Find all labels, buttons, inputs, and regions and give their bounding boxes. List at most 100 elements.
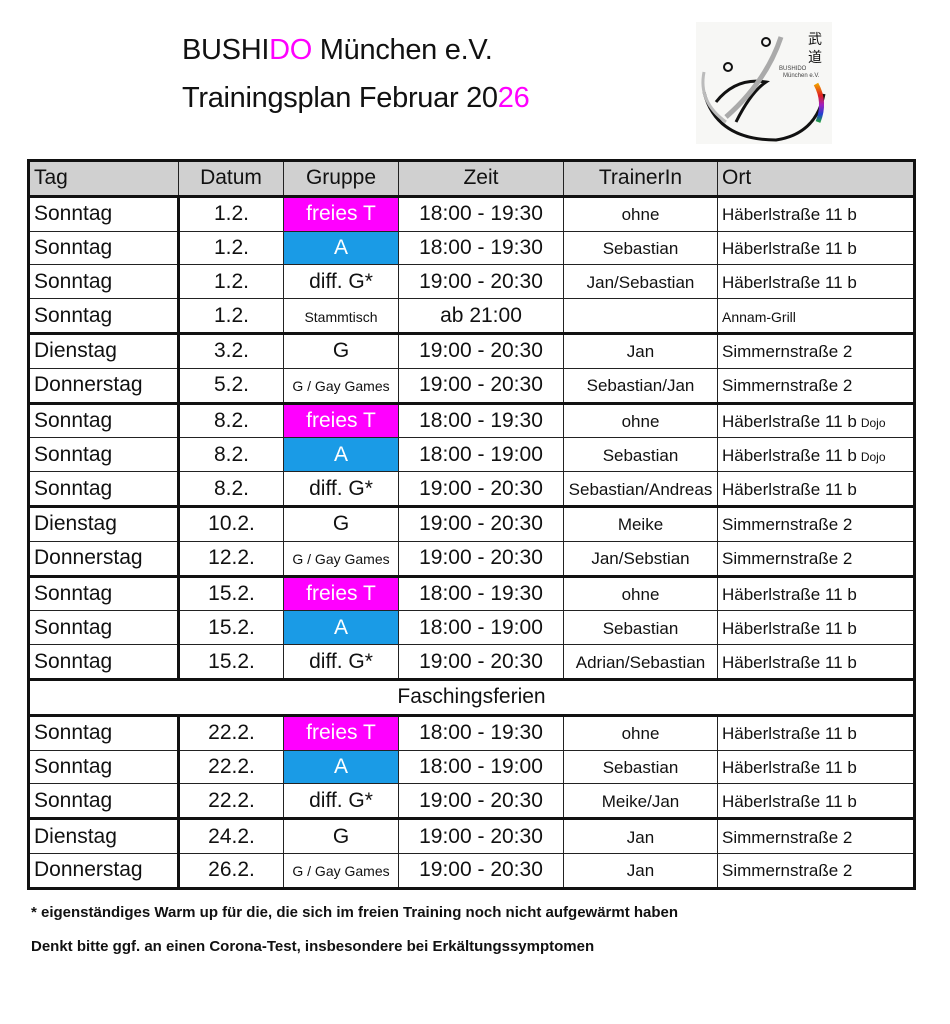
cell-trainer: Sebastian: [563, 437, 718, 473]
table-row: Sonntag 15.2. diff. G* 19:00 - 20:30 Adrian/…: [28, 644, 915, 680]
cell-date: 12.2.: [178, 540, 284, 577]
cell-time: 19:00 - 20:30: [398, 852, 564, 889]
cell-date: 1.2.: [178, 195, 284, 232]
location-text: Häberlstraße 11 b: [722, 652, 857, 672]
cell-group: freies T: [283, 195, 399, 232]
cell-trainer: Adrian/Sebastian: [563, 644, 718, 680]
cell-group: G: [283, 331, 399, 369]
cell-trainer: Meike/Jan: [563, 783, 718, 820]
day-text: Sonntag: [34, 202, 113, 226]
cell-time: 19:00 - 20:30: [398, 540, 564, 577]
cell-location: Häberlstraße 11 b Dojo: [717, 437, 915, 473]
cell-location: Häberlstraße 11 b: [717, 471, 915, 507]
cell-time: 18:00 - 19:30: [398, 401, 564, 439]
cell-location: Simmernstraße 2: [717, 817, 915, 854]
training-schedule-table: Tag Datum Gruppe Zeit TrainerIn Ort Sonntag 1.…: [27, 159, 916, 890]
cell-time: ab 21:00: [398, 298, 564, 334]
table-row: Donnerstag 12.2. G / Gay Games 19:00 - 20:3…: [28, 540, 915, 577]
location-text: Häberlstraße 11 b: [722, 757, 857, 777]
day-text: Sonntag: [34, 788, 113, 812]
cell-group: A: [283, 749, 399, 785]
trainer-text: Adrian/Sebastian: [575, 652, 706, 672]
cell-location: Häberlstraße 11 b: [717, 713, 915, 751]
plan-title: Trainingsplan Februar 2026: [182, 82, 530, 114]
cell-trainer: [563, 298, 718, 334]
time-text: 19:00 - 20:30: [419, 858, 543, 882]
cell-trainer: Sebastian: [563, 749, 718, 785]
cell-day: Sonntag: [28, 713, 180, 751]
cell-trainer: ohne: [563, 401, 718, 439]
group-text: A: [333, 235, 348, 259]
cell-day: Dienstag: [28, 504, 180, 542]
trainer-text: ohne: [621, 411, 660, 431]
group-text: freies T: [306, 581, 376, 605]
cell-time: 18:00 - 19:00: [398, 749, 564, 785]
cell-time: 19:00 - 20:30: [398, 367, 564, 404]
day-text: Sonntag: [34, 303, 113, 327]
date-text: 8.2.: [213, 408, 250, 432]
cell-trainer: Sebastian/Andreas: [563, 471, 718, 507]
location-text: Annam-Grill: [722, 308, 796, 325]
cell-time: 19:00 - 20:30: [398, 504, 564, 542]
column-header: TrainerIn: [563, 160, 718, 198]
group-text: diff. G*: [309, 649, 373, 673]
trainer-text: Sebastian: [602, 445, 679, 465]
day-text: Sonntag: [34, 649, 113, 673]
footnote-corona: Denkt bitte ggf. an einen Corona-Test, i…: [31, 938, 595, 955]
time-text: 19:00 - 20:30: [419, 476, 543, 500]
cell-time: 19:00 - 20:30: [398, 331, 564, 369]
cell-day: Sonntag: [28, 230, 180, 266]
cell-date: 8.2.: [178, 437, 284, 473]
time-text: 19:00 - 20:30: [419, 649, 543, 673]
group-text: G: [332, 824, 350, 848]
cell-date: 15.2.: [178, 644, 284, 680]
cell-day: Donnerstag: [28, 367, 180, 404]
location-text: Simmernstraße 2: [722, 515, 853, 535]
location-text: Häberlstraße 11 b: [722, 445, 857, 465]
location-text: Häberlstraße 11 b: [722, 724, 857, 744]
time-text: ab 21:00: [440, 303, 522, 327]
group-text: diff. G*: [309, 269, 373, 293]
table-row: Sonntag 22.2. diff. G* 19:00 - 20:30 Meike/J…: [28, 783, 915, 820]
day-text: Sonntag: [34, 721, 113, 745]
cell-time: 19:00 - 20:30: [398, 783, 564, 820]
cell-time: 19:00 - 20:30: [398, 264, 564, 300]
cell-date: 15.2.: [178, 574, 284, 612]
cell-time: 18:00 - 19:30: [398, 574, 564, 612]
date-text: 26.2.: [208, 858, 255, 882]
time-text: 19:00 - 20:30: [419, 512, 543, 536]
group-text: G / Gay Games: [292, 378, 390, 395]
cell-trainer: Jan/Sebastian: [563, 264, 718, 300]
table-row: Sonntag 1.2. diff. G* 19:00 - 20:30 Jan/Seba…: [28, 264, 915, 300]
cell-date: 3.2.: [178, 331, 284, 369]
location-text: Simmernstraße 2: [722, 827, 853, 847]
table-row: Sonntag 1.2. freies T 18:00 - 19:30 ohne Häbe…: [28, 195, 915, 232]
cell-day: Donnerstag: [28, 852, 180, 889]
cell-location: Häberlstraße 11 b: [717, 610, 915, 646]
cell-date: 15.2.: [178, 610, 284, 646]
table-row: Sonntag 15.2. freies T 18:00 - 19:30 ohne Häb…: [28, 574, 915, 612]
date-text: 15.2.: [208, 581, 255, 605]
cell-location: Häberlstraße 11 b: [717, 783, 915, 820]
trainer-text: Jan: [626, 861, 655, 881]
cell-trainer: Sebastian/Jan: [563, 367, 718, 404]
group-text: G / Gay Games: [292, 551, 390, 568]
location-text: Häberlstraße 11 b: [722, 618, 857, 638]
cell-day: Sonntag: [28, 749, 180, 785]
group-text: Stammtisch: [304, 308, 378, 325]
holiday-break-row: Faschingsferien: [28, 677, 915, 716]
day-text: Sonntag: [34, 235, 113, 259]
day-text: Sonntag: [34, 408, 113, 432]
table-row: Sonntag 8.2. diff. G* 19:00 - 20:30 Sebastia…: [28, 471, 915, 507]
group-text: G: [332, 339, 350, 363]
cell-day: Dienstag: [28, 817, 180, 854]
group-text: A: [333, 615, 348, 639]
cell-date: 22.2.: [178, 713, 284, 751]
table-row: Sonntag 8.2. A 18:00 - 19:00 Sebastian Häberl…: [28, 437, 915, 473]
cell-location: Häberlstraße 11 b: [717, 749, 915, 785]
trainer-text: Jan: [626, 827, 655, 847]
cell-location: Häberlstraße 11 b Dojo: [717, 401, 915, 439]
date-text: 1.2.: [213, 269, 250, 293]
cell-day: Donnerstag: [28, 540, 180, 577]
location-text: Simmernstraße 2: [722, 342, 853, 362]
